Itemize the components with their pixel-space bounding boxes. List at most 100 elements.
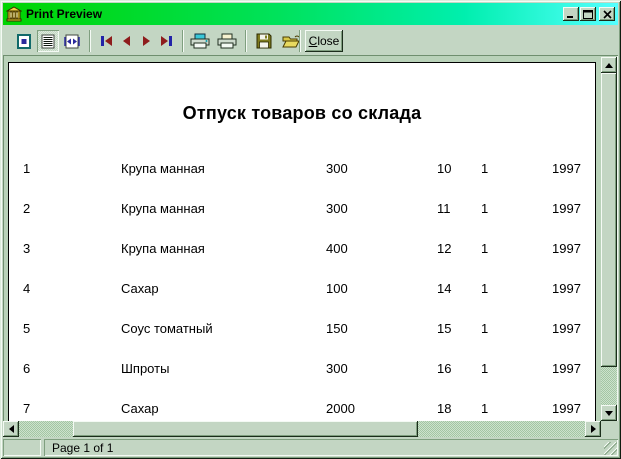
cell-qty: 150 bbox=[326, 321, 348, 336]
resize-grip[interactable] bbox=[604, 442, 617, 455]
cell-name: Крупа манная bbox=[121, 241, 205, 256]
close-button[interactable]: Close bbox=[305, 30, 343, 52]
cell-year: 1997 bbox=[552, 281, 581, 296]
vertical-scrollbar[interactable] bbox=[601, 57, 617, 421]
arrow-up-icon bbox=[605, 59, 613, 68]
minimize-button[interactable] bbox=[563, 7, 579, 21]
cell-num: 2 bbox=[23, 201, 31, 216]
toolbar-separator bbox=[245, 30, 247, 52]
scroll-up-button[interactable] bbox=[601, 57, 617, 73]
arrow-left-icon bbox=[5, 425, 14, 433]
cell-day: 10 bbox=[437, 161, 452, 176]
vscroll-thumb[interactable] bbox=[601, 73, 617, 367]
scroll-right-button[interactable] bbox=[585, 421, 601, 437]
table-row: 2 Крупа манная 300 11 1 1997 bbox=[9, 201, 595, 217]
next-page-icon bbox=[142, 36, 150, 46]
cell-year: 1997 bbox=[552, 161, 581, 176]
cell-qty: 300 bbox=[326, 361, 348, 376]
cell-month: 1 bbox=[481, 321, 489, 336]
bank-building-icon bbox=[6, 6, 22, 22]
cell-name: Сахар bbox=[121, 281, 159, 296]
zoom-fit-button[interactable] bbox=[13, 30, 35, 52]
cell-day: 11 bbox=[437, 201, 451, 216]
hscroll-thumb[interactable] bbox=[73, 421, 418, 437]
toolbar-separator bbox=[89, 30, 91, 52]
printer-setup-icon bbox=[190, 33, 210, 49]
cell-day: 15 bbox=[437, 321, 452, 336]
window-title: Print Preview bbox=[26, 7, 103, 21]
table-row: 3 Крупа манная 400 12 1 1997 bbox=[9, 241, 595, 257]
cell-month: 1 bbox=[481, 281, 489, 296]
cell-num: 3 bbox=[23, 241, 31, 256]
table-row: 1 Крупа манная 300 10 1 1997 bbox=[9, 161, 595, 177]
cell-num: 1 bbox=[23, 161, 31, 176]
printer-setup-button[interactable] bbox=[188, 30, 212, 52]
titlebar[interactable]: Print Preview bbox=[3, 3, 618, 25]
cell-month: 1 bbox=[481, 401, 489, 416]
zoom-100-button[interactable] bbox=[37, 30, 59, 52]
cell-year: 1997 bbox=[552, 401, 581, 416]
cell-qty: 300 bbox=[326, 161, 348, 176]
cell-year: 1997 bbox=[552, 361, 581, 376]
cell-name: Крупа манная bbox=[121, 201, 205, 216]
scroll-left-button[interactable] bbox=[3, 421, 19, 437]
cell-qty: 100 bbox=[326, 281, 348, 296]
zoom-width-button[interactable] bbox=[61, 30, 83, 52]
prev-page-button[interactable] bbox=[116, 30, 136, 52]
maximize-button[interactable] bbox=[580, 7, 596, 21]
minimize-icon bbox=[567, 15, 573, 18]
save-report-icon bbox=[256, 33, 272, 49]
prev-page-icon bbox=[122, 36, 130, 46]
cell-num: 6 bbox=[23, 361, 31, 376]
close-button-label: C bbox=[308, 34, 318, 48]
cell-name: Сахар bbox=[121, 401, 159, 416]
cell-qty: 300 bbox=[326, 201, 348, 216]
cell-month: 1 bbox=[481, 161, 489, 176]
toolbar-separator bbox=[299, 30, 301, 52]
maximize-icon bbox=[583, 9, 593, 19]
cell-day: 16 bbox=[437, 361, 452, 376]
print-icon bbox=[217, 33, 237, 49]
table-row: 4 Сахар 100 14 1 1997 bbox=[9, 281, 595, 297]
cell-day: 12 bbox=[437, 241, 452, 256]
cell-year: 1997 bbox=[552, 321, 581, 336]
cell-year: 1997 bbox=[552, 241, 581, 256]
cell-year: 1997 bbox=[552, 201, 581, 216]
last-page-button[interactable] bbox=[156, 30, 176, 52]
cell-day: 14 bbox=[437, 281, 452, 296]
scrollbar-corner bbox=[601, 421, 618, 437]
report-page: Отпуск товаров со склада 1 Крупа манная 30… bbox=[8, 62, 596, 437]
preview-area: Отпуск товаров со склада 1 Крупа манная 30… bbox=[3, 55, 618, 437]
cell-month: 1 bbox=[481, 201, 489, 216]
close-window-button[interactable] bbox=[599, 7, 615, 21]
save-report-button[interactable] bbox=[252, 30, 276, 52]
status-bar: Page 1 of 1 bbox=[3, 439, 618, 456]
toolbar: Close bbox=[3, 25, 618, 55]
cell-num: 5 bbox=[23, 321, 31, 336]
zoom-100-icon bbox=[41, 34, 55, 48]
table-row: 6 Шпроты 300 16 1 1997 bbox=[9, 361, 595, 377]
cell-num: 4 bbox=[23, 281, 31, 296]
print-button[interactable] bbox=[215, 30, 239, 52]
scroll-down-button[interactable] bbox=[601, 405, 617, 421]
last-page-icon bbox=[160, 36, 172, 46]
first-page-icon bbox=[100, 36, 112, 46]
cell-name: Крупа манная bbox=[121, 161, 205, 176]
next-page-button[interactable] bbox=[136, 30, 156, 52]
table-row: 7 Сахар 2000 18 1 1997 bbox=[9, 401, 595, 417]
first-page-button[interactable] bbox=[96, 30, 116, 52]
horizontal-scrollbar[interactable] bbox=[3, 421, 601, 437]
cell-qty: 400 bbox=[326, 241, 348, 256]
arrow-right-icon bbox=[590, 425, 600, 433]
open-report-button[interactable] bbox=[279, 30, 303, 52]
report-title: Отпуск товаров со склада bbox=[182, 103, 422, 123]
table-row: 5 Соус томатный 150 15 1 1997 bbox=[9, 321, 595, 337]
toolbar-separator bbox=[182, 30, 184, 52]
cell-qty: 2000 bbox=[326, 401, 355, 416]
arrow-down-icon bbox=[605, 410, 613, 420]
open-report-icon bbox=[282, 35, 300, 47]
close-icon bbox=[602, 9, 612, 19]
zoom-width-icon bbox=[64, 34, 80, 48]
cell-month: 1 bbox=[481, 241, 489, 256]
